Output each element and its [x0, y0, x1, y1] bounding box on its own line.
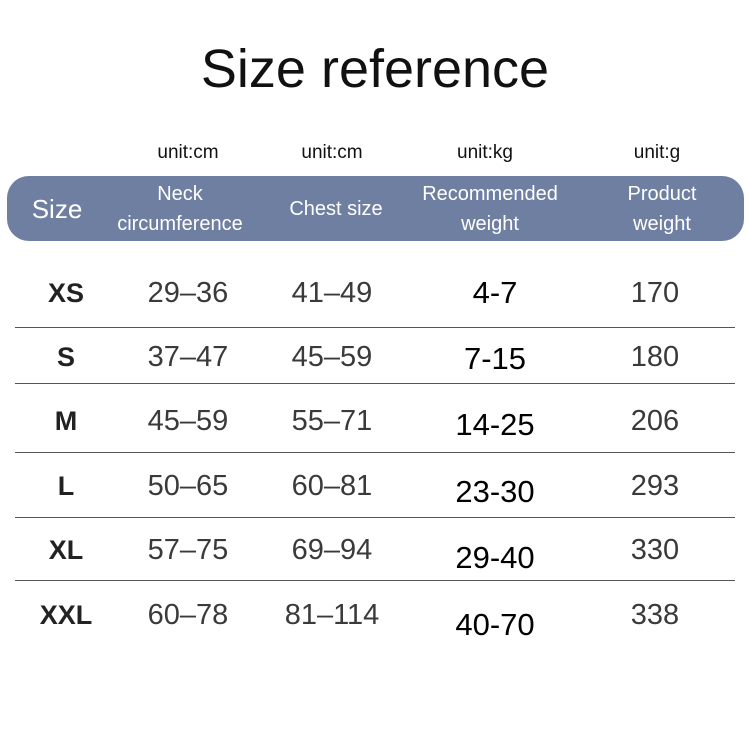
table-row: S 37–47 45–59 7-15 180 — [0, 337, 750, 377]
unit-neck: unit:cm — [157, 142, 219, 163]
cell-product: 170 — [630, 277, 680, 309]
cell-chest: 45–59 — [291, 341, 373, 373]
cell-chest: 60–81 — [291, 470, 373, 502]
cell-neck: 29–36 — [147, 277, 229, 309]
row-divider — [15, 327, 735, 328]
cell-chest: 41–49 — [291, 277, 373, 309]
cell-product: 293 — [630, 470, 680, 502]
cell-product: 206 — [630, 405, 680, 437]
header-neck-line1: Neck — [157, 182, 203, 205]
cell-weight: 7-15 — [463, 341, 527, 376]
header-product-line1: Product — [627, 182, 697, 205]
header-product-line2: weight — [633, 212, 691, 235]
unit-chest: unit:cm — [301, 142, 363, 163]
cell-size: XS — [47, 278, 85, 308]
cell-size: S — [56, 342, 76, 372]
cell-neck: 45–59 — [147, 405, 229, 437]
table-row: XXL 60–78 81–114 40-70 338 — [0, 595, 750, 642]
header-size: Size — [31, 193, 83, 224]
cell-product: 180 — [630, 341, 680, 373]
table-row: XL 57–75 69–94 29-40 330 — [0, 530, 750, 575]
cell-neck: 50–65 — [147, 470, 229, 502]
header-recommended-line2: weight — [461, 212, 519, 235]
cell-weight: 14-25 — [455, 407, 535, 442]
header-neck: Neck circumference — [117, 176, 243, 241]
cell-chest: 81–114 — [284, 599, 380, 631]
page-title: Size reference — [200, 39, 550, 99]
row-divider — [15, 383, 735, 384]
table-row: L 50–65 60–81 23-30 293 — [0, 466, 750, 509]
unit-recommended-weight: unit:kg — [457, 142, 513, 163]
table-header: Size Neck circumference Chest size Recomm… — [7, 176, 744, 241]
cell-product: 330 — [630, 534, 680, 566]
header-recommended: Recommended weight — [422, 176, 558, 241]
row-divider — [15, 580, 735, 581]
table-row: M 45–59 55–71 14-25 206 — [0, 401, 750, 442]
cell-chest: 55–71 — [291, 405, 373, 437]
header-recommended-line1: Recommended — [422, 182, 558, 205]
header-product: Product weight — [628, 176, 697, 241]
cell-weight: 4-7 — [472, 275, 518, 310]
cell-weight: 40-70 — [455, 607, 535, 642]
cell-size: XL — [48, 535, 84, 565]
table-row: XS 29–36 41–49 4-7 170 — [0, 273, 750, 313]
cell-product: 338 — [630, 599, 680, 631]
header-neck-line2: circumference — [117, 212, 243, 235]
header-chest: Chest size — [289, 197, 383, 220]
cell-size: XXL — [39, 600, 93, 630]
cell-size: L — [57, 471, 75, 501]
row-divider — [15, 452, 735, 453]
row-divider — [15, 517, 735, 518]
cell-weight: 29-40 — [455, 540, 535, 575]
cell-neck: 57–75 — [147, 534, 229, 566]
cell-neck: 60–78 — [147, 599, 229, 631]
cell-weight: 23-30 — [455, 474, 535, 509]
cell-chest: 69–94 — [291, 534, 373, 566]
unit-product-weight: unit:g — [633, 142, 681, 163]
cell-size: M — [54, 406, 78, 436]
cell-neck: 37–47 — [147, 341, 229, 373]
